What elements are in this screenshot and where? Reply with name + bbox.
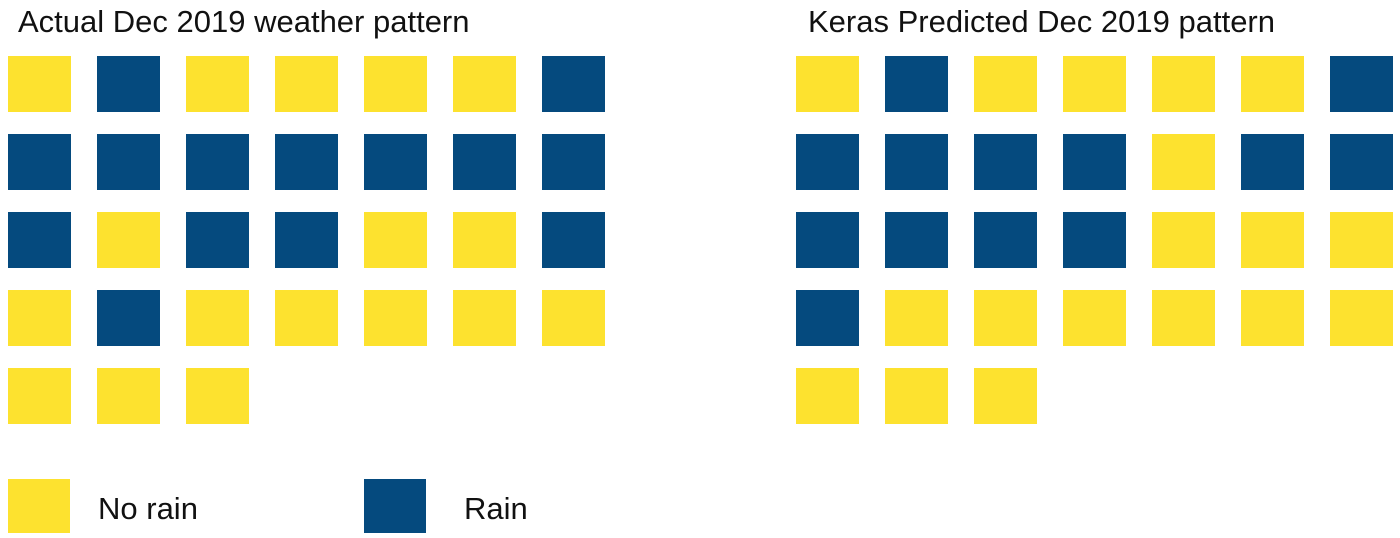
actual-day-cell-20 [453,212,516,268]
legend-swatch-no-rain [8,479,70,533]
actual-day-cell-7 [542,56,605,112]
actual-day-cell-13 [453,134,516,190]
predicted-day-cell-16 [885,212,948,268]
actual-day-cell-1 [8,56,71,112]
predicted-day-cell-24 [974,290,1037,346]
actual-day-grid [8,56,605,424]
actual-day-cell-16 [97,212,160,268]
actual-day-cell-27 [453,290,516,346]
actual-day-cell-2 [97,56,160,112]
actual-day-cell-29 [8,368,71,424]
actual-day-cell-11 [275,134,338,190]
predicted-day-cell-20 [1241,212,1304,268]
predicted-day-cell-11 [1063,134,1126,190]
actual-day-cell-9 [97,134,160,190]
legend-swatch-rain [364,479,426,533]
predicted-day-cell-28 [1330,290,1393,346]
actual-day-cell-18 [275,212,338,268]
predicted-day-cell-3 [974,56,1037,112]
predicted-day-cell-10 [974,134,1037,190]
actual-day-cell-30 [97,368,160,424]
predicted-day-cell-31 [974,368,1037,424]
actual-day-cell-10 [186,134,249,190]
actual-day-cell-19 [364,212,427,268]
actual-day-cell-8 [8,134,71,190]
predicted-day-cell-27 [1241,290,1304,346]
predicted-day-cell-14 [1330,134,1393,190]
predicted-day-cell-25 [1063,290,1126,346]
predicted-day-cell-6 [1241,56,1304,112]
predicted-day-cell-19 [1152,212,1215,268]
actual-day-cell-23 [97,290,160,346]
actual-day-cell-5 [364,56,427,112]
actual-day-cell-26 [364,290,427,346]
predicted-day-cell-23 [885,290,948,346]
legend-label-rain: Rain [464,491,528,526]
predicted-day-cell-26 [1152,290,1215,346]
actual-day-cell-17 [186,212,249,268]
predicted-day-cell-5 [1152,56,1215,112]
predicted-day-cell-4 [1063,56,1126,112]
actual-day-cell-14 [542,134,605,190]
actual-day-cell-25 [275,290,338,346]
predicted-day-grid [796,56,1393,424]
predicted-day-cell-9 [885,134,948,190]
predicted-day-cell-13 [1241,134,1304,190]
predicted-day-cell-21 [1330,212,1393,268]
predicted-day-cell-22 [796,290,859,346]
actual-day-cell-31 [186,368,249,424]
legend-label-no-rain: No rain [98,491,198,526]
actual-day-cell-12 [364,134,427,190]
actual-day-cell-4 [275,56,338,112]
predicted-day-cell-8 [796,134,859,190]
actual-day-cell-22 [8,290,71,346]
predicted-day-cell-1 [796,56,859,112]
predicted-day-cell-7 [1330,56,1393,112]
actual-day-cell-15 [8,212,71,268]
actual-day-cell-24 [186,290,249,346]
actual-day-cell-28 [542,290,605,346]
predicted-day-cell-12 [1152,134,1215,190]
predicted-day-cell-2 [885,56,948,112]
actual-day-cell-21 [542,212,605,268]
actual-day-cell-3 [186,56,249,112]
predicted-day-cell-30 [885,368,948,424]
predicted-day-cell-17 [974,212,1037,268]
predicted-day-cell-29 [796,368,859,424]
actual-pattern-panel: Actual Dec 2019 weather pattern [8,0,628,430]
predicted-day-cell-15 [796,212,859,268]
actual-chart-title: Actual Dec 2019 weather pattern [18,4,470,39]
predicted-day-cell-18 [1063,212,1126,268]
predicted-pattern-panel: Keras Predicted Dec 2019 pattern [796,0,1400,430]
predicted-chart-title: Keras Predicted Dec 2019 pattern [808,4,1275,39]
actual-day-cell-6 [453,56,516,112]
